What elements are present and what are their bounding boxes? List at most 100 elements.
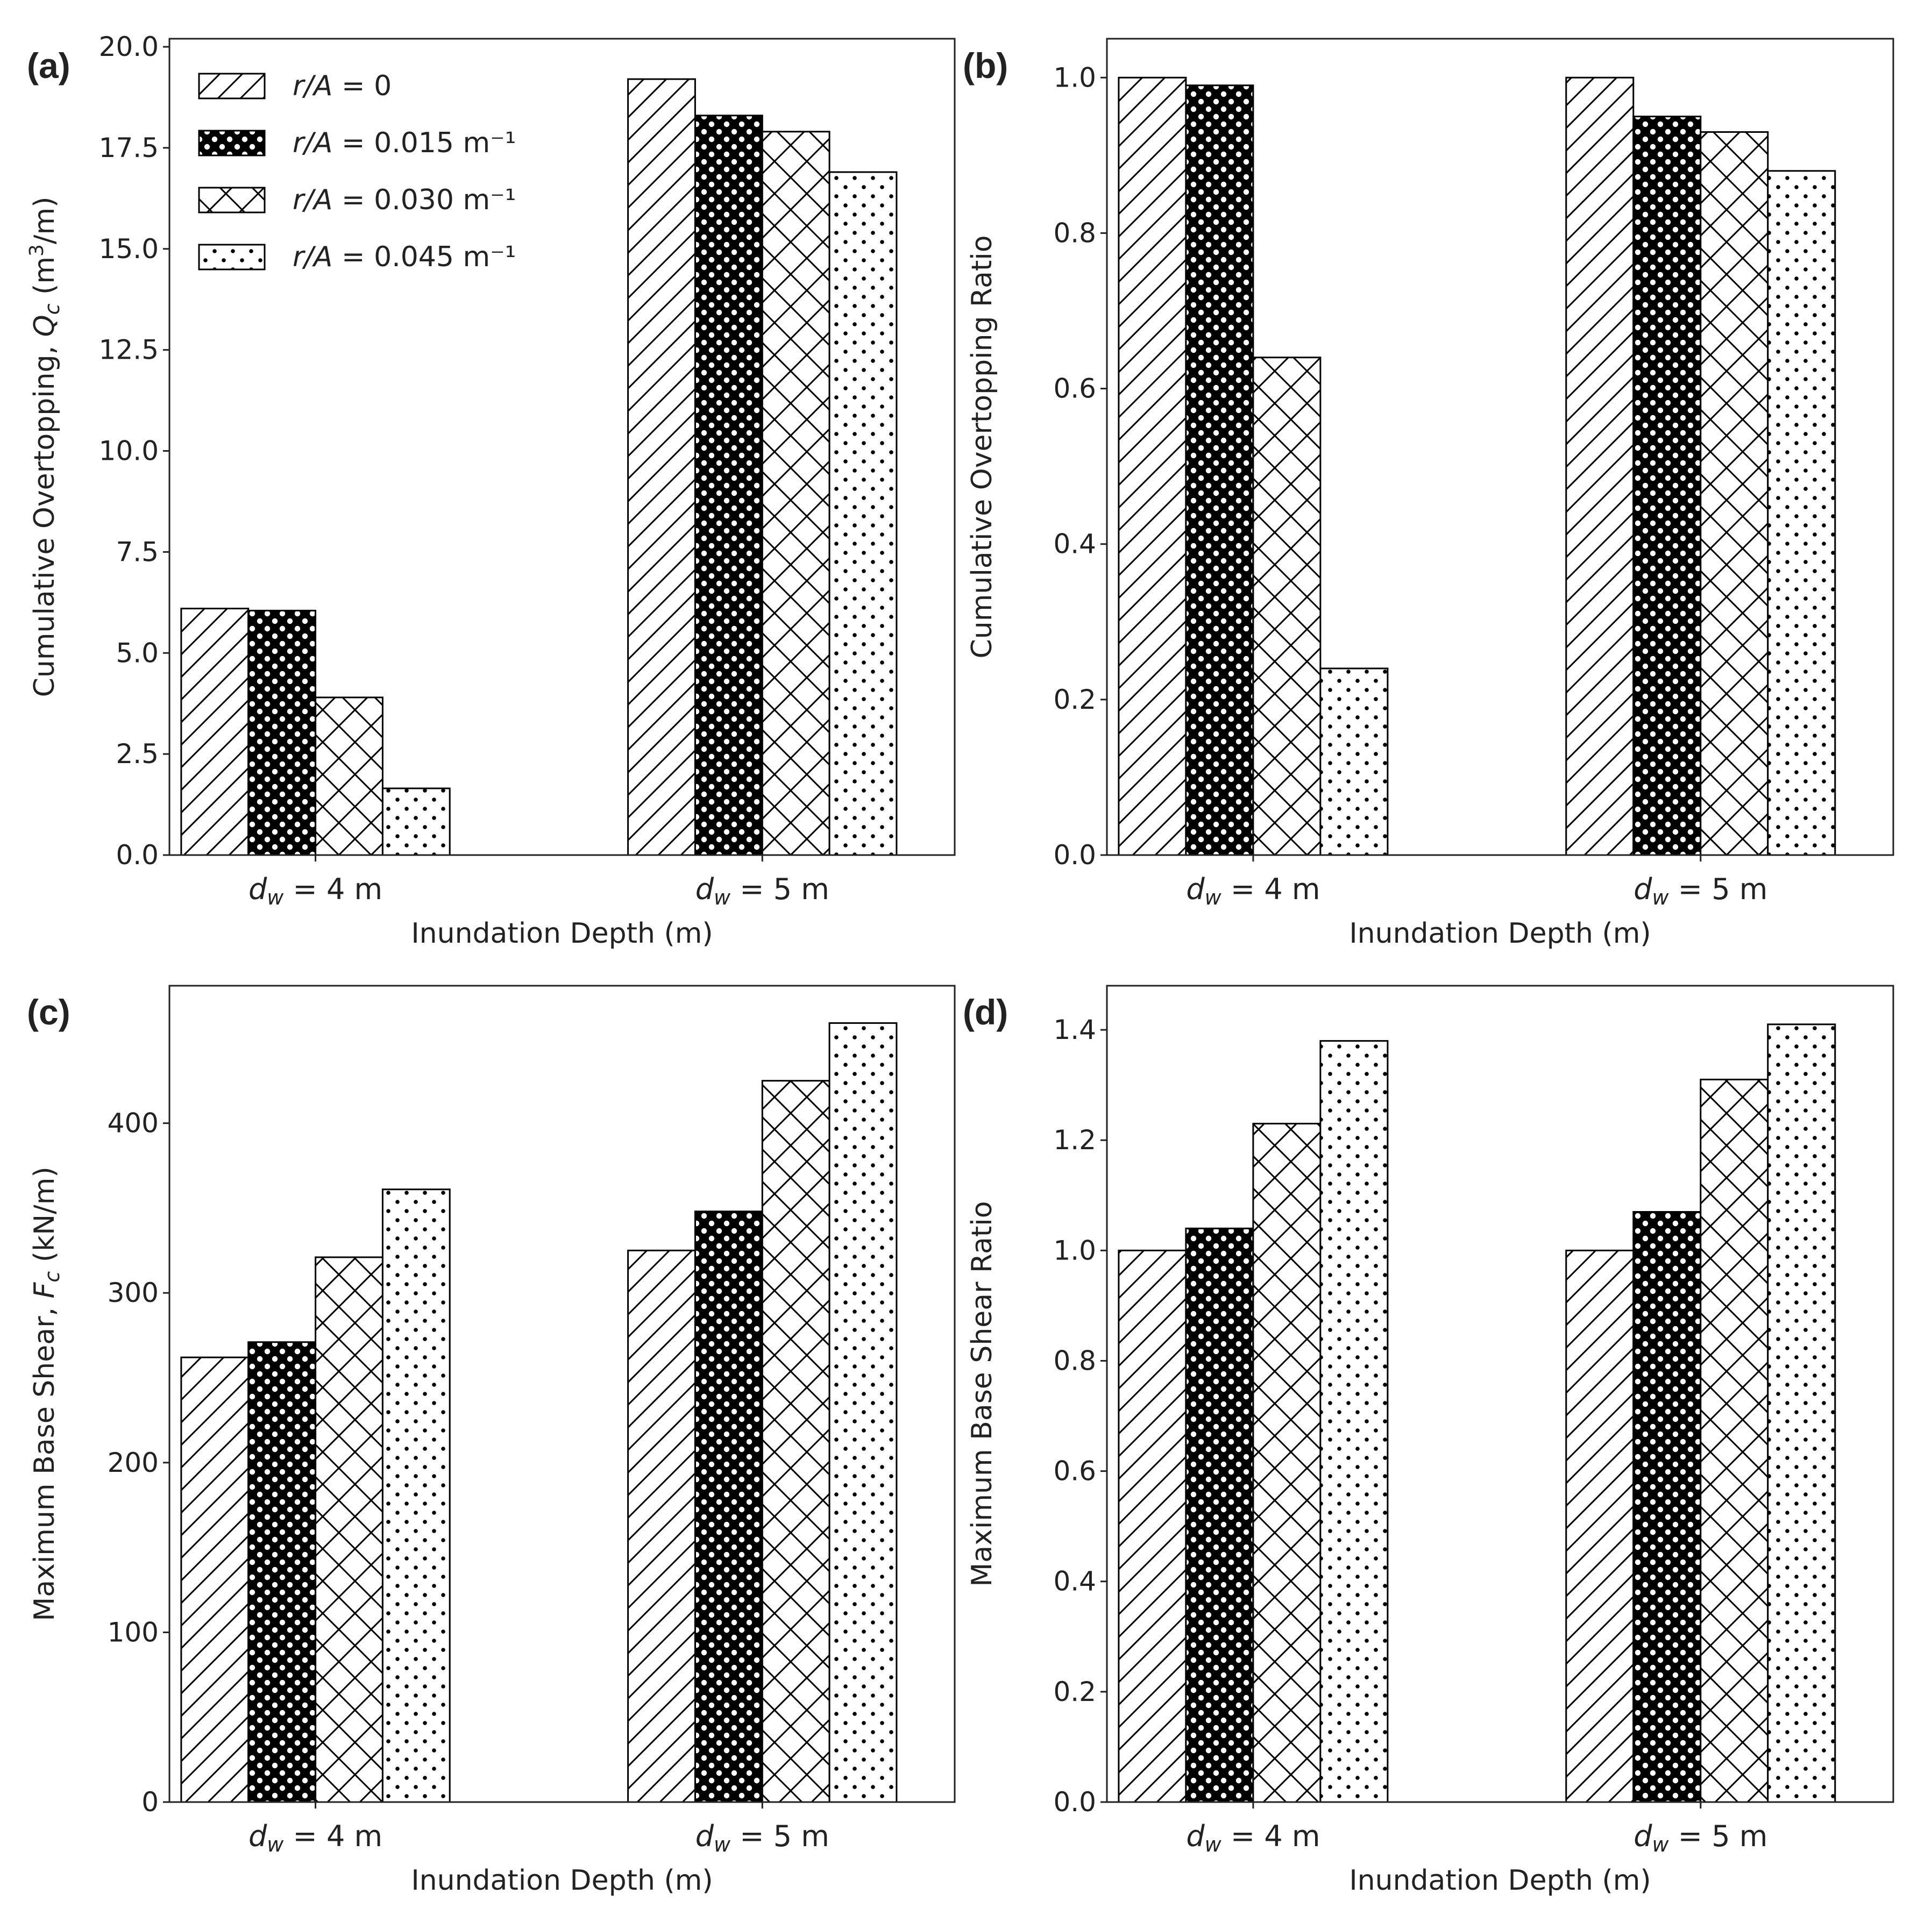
y-tick-label: 1.0 — [1053, 62, 1096, 93]
bar-d-s0-c1 — [1565, 1249, 1635, 1803]
y-tick-label: 200 — [108, 1447, 159, 1478]
x-tick-label: dw = 5 m — [1633, 872, 1767, 909]
y-tick-label: 100 — [108, 1617, 159, 1648]
y-tick-label: 0.6 — [1053, 1456, 1096, 1487]
panel-label: (d) — [963, 992, 1008, 1032]
y-tick-label: 0.8 — [1053, 1345, 1096, 1376]
bar-b-s1-c1 — [1632, 116, 1702, 856]
bar-d-s3-c1 — [1767, 1023, 1836, 1803]
x-tick-label: dw = 5 m — [695, 872, 829, 909]
y-tick-label: 0 — [141, 1786, 159, 1818]
y-tick-label: 0.4 — [1053, 1566, 1096, 1597]
y-tick-label: 12.5 — [99, 334, 159, 366]
legend-swatch — [198, 187, 266, 213]
bar-d-s2-c0 — [1252, 1122, 1322, 1803]
x-tick-label: dw = 4 m — [248, 872, 382, 909]
panel-label: (b) — [963, 46, 1008, 86]
y-axis-label: Maximum Base Shear Ratio — [966, 1201, 998, 1586]
y-axis-label: Cumulative Overtopping Ratio — [966, 235, 998, 658]
bar-a-s2-c1 — [761, 131, 830, 856]
bar-c-s2-c1 — [761, 1080, 830, 1803]
axes-frame — [168, 38, 956, 856]
y-tick-label: 0.0 — [116, 839, 159, 871]
x-tick-label: dw = 4 m — [1186, 1819, 1320, 1856]
bar-b-s2-c1 — [1700, 131, 1769, 856]
axes-frame — [168, 985, 956, 1803]
bars — [1118, 1023, 1836, 1803]
bar-c-s1-c0 — [247, 1341, 317, 1803]
x-tick-label: dw = 4 m — [1186, 872, 1320, 909]
panel-a: 0.0 2.5 5.0 7.5 10.0 12.5 15.0 17.5 20.0 dw = 4 m… — [26, 31, 956, 950]
bar-b-s0-c0 — [1118, 76, 1187, 856]
bar-a-s1-c1 — [694, 115, 763, 856]
y-tick-label: 0.2 — [1053, 684, 1096, 715]
bar-a-s1-c0 — [247, 609, 317, 856]
y-tick-label: 0.6 — [1053, 373, 1096, 404]
legend-label: r/A = 0 — [293, 70, 392, 102]
y-tick-label: 20.0 — [99, 31, 159, 62]
x-axis-label: Inundation Depth (m) — [1349, 1864, 1651, 1897]
x-tick-label: dw = 5 m — [695, 1819, 829, 1856]
legend: r/A = 0 r/A = 0.015 m⁻¹ r/A = 0.030 m⁻¹ r/A… — [198, 70, 516, 273]
y-tick-label: 0.0 — [1053, 839, 1096, 871]
bar-b-s3-c1 — [1767, 170, 1836, 856]
y-tick-label: 2.5 — [116, 738, 159, 770]
bar-a-s2-c0 — [315, 696, 383, 856]
bar-b-s3-c0 — [1319, 667, 1389, 856]
y-tick-label: 1.4 — [1053, 1014, 1096, 1045]
bar-a-s3-c0 — [381, 787, 451, 856]
y-axis-label: Cumulative Overtopping, Qc (m3/m) — [26, 197, 64, 697]
bars — [1118, 76, 1836, 856]
bar-b-s1-c0 — [1185, 84, 1254, 856]
panel-label: (a) — [27, 46, 70, 86]
panel-c: 0 100 200 300 400 dw = 4 m dw = 5 m Inundation … — [27, 985, 956, 1897]
y-tick-label: 0.8 — [1053, 217, 1096, 248]
bar-d-s2-c1 — [1700, 1078, 1769, 1803]
y-tick-label: 0.0 — [1053, 1786, 1096, 1818]
y-tick-label: 7.5 — [116, 536, 159, 567]
panel-b: 0.0 0.2 0.4 0.6 0.8 1.0 dw = 4 m dw = 5 m Inunda… — [963, 38, 1894, 950]
y-tick-label: 300 — [108, 1277, 159, 1308]
panel-label: (c) — [27, 992, 70, 1032]
y-tick-label: 0.2 — [1053, 1676, 1096, 1707]
bar-b-s2-c0 — [1252, 357, 1322, 856]
bar-c-s0-c1 — [627, 1249, 696, 1803]
legend-swatch — [198, 244, 266, 270]
x-tick-label: dw = 4 m — [248, 1819, 382, 1856]
y-tick-label: 400 — [108, 1108, 159, 1139]
y-tick-label: 0.4 — [1053, 529, 1096, 560]
y-tick-label: 15.0 — [99, 233, 159, 265]
y-axis-label: Maximum Base Shear, Fc (kN/m) — [29, 1166, 64, 1621]
legend-label: r/A = 0.015 m⁻¹ — [293, 127, 516, 159]
legend-label: r/A = 0.030 m⁻¹ — [293, 184, 516, 216]
bar-d-s1-c1 — [1632, 1211, 1702, 1803]
legend-swatch — [198, 130, 266, 156]
bar-a-s0-c0 — [180, 608, 250, 856]
axes-frame — [1106, 38, 1894, 856]
y-tick-label: 1.0 — [1053, 1235, 1096, 1266]
bars — [180, 1022, 898, 1803]
bar-c-s1-c1 — [694, 1211, 763, 1803]
x-axis-label: Inundation Depth (m) — [1349, 917, 1651, 950]
y-tick-label: 1.2 — [1053, 1124, 1096, 1156]
bar-c-s3-c0 — [381, 1188, 451, 1803]
y-tick-label: 10.0 — [99, 436, 159, 467]
y-tick-label: 5.0 — [116, 637, 159, 668]
bar-c-s0-c0 — [180, 1356, 250, 1803]
bar-c-s3-c1 — [828, 1022, 898, 1803]
bars — [180, 78, 898, 856]
legend-label: r/A = 0.045 m⁻¹ — [293, 241, 516, 273]
bar-d-s3-c0 — [1319, 1040, 1389, 1803]
bar-b-s0-c1 — [1565, 76, 1635, 856]
x-axis-label: Inundation Depth (m) — [411, 917, 713, 950]
legend-swatch — [198, 73, 266, 99]
y-tick-label: 17.5 — [99, 132, 159, 163]
bar-c-s2-c0 — [315, 1256, 383, 1803]
bar-a-s3-c1 — [828, 171, 898, 856]
bar-d-s1-c0 — [1185, 1227, 1254, 1803]
bar-d-s0-c0 — [1118, 1249, 1187, 1803]
panel-d: 0.0 0.2 0.4 0.6 0.8 1.0 1.2 1.4 dw = 4 m dw = 5 m… — [963, 985, 1894, 1897]
axes-frame — [1106, 985, 1894, 1803]
x-tick-label: dw = 5 m — [1633, 1819, 1767, 1856]
x-axis-label: Inundation Depth (m) — [411, 1864, 713, 1897]
